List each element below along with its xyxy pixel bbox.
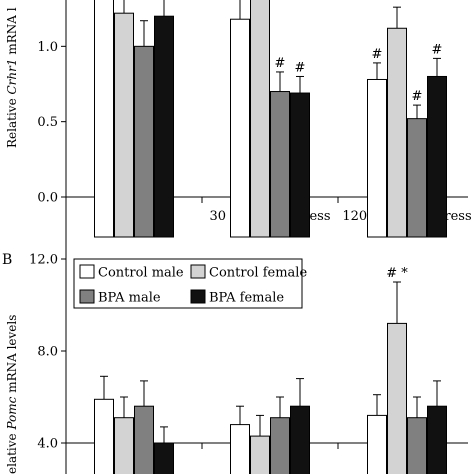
panel-a-y-tick-label-2: 1.0 — [37, 40, 58, 55]
panel-a-bar-control-male-basal — [94, 0, 114, 238]
panel-b-y-axis-label-gene: Pomc — [5, 396, 19, 430]
panel-b-bar-bpa-female-30-min-post-stress — [290, 405, 310, 474]
panel-a-significance-mark-1: # — [295, 60, 306, 75]
panel-a-bar-control-female-basal — [114, 12, 134, 238]
panel-a-y-tick-label-1: 0.5 — [37, 115, 58, 130]
panel-b-y-tick-label-2: 12.0 — [29, 253, 58, 268]
panel-a-bar-control-female-120-min-post-stress — [387, 27, 407, 238]
panel-b-label: B — [2, 252, 12, 268]
panel-a-significance-marks: # # # * # # — [275, 0, 443, 104]
panel-b-y-tick-label-1: 8.0 — [37, 345, 58, 360]
panel-b-y-axis-label-prefix: elative — [5, 430, 19, 474]
legend-swatch-control-female — [190, 264, 206, 279]
panel-b-significance-marks: # * — [386, 266, 408, 281]
panel-a-significance-mark-5: # — [432, 42, 443, 57]
legend-swatch-control-male — [79, 264, 95, 279]
panel-a-bar-bpa-male-120-min-post-stress — [407, 118, 427, 238]
panel-a-bar-bpa-female-basal — [154, 15, 174, 238]
panel-b-bar-bpa-male-120-min-post-stress — [407, 417, 427, 474]
panel-a-bars — [94, 0, 447, 238]
legend-label-bpa-female: BPA female — [209, 291, 284, 306]
panel-a-y-tick-label-0: 0.0 — [37, 191, 58, 206]
panel-a-bar-bpa-male-30-min-post-stress — [270, 91, 290, 238]
panel-b-bars — [94, 281, 447, 474]
panel-a-y-axis-label: Relative Crhr1 mRNA l — [5, 7, 19, 148]
legend-label-control-male: Control male — [98, 266, 184, 281]
panel-a-bar-control-male-30-min-post-stress — [230, 18, 250, 238]
panel-b-y-axis-label-suffix: mRNA levels — [5, 315, 19, 397]
panel-b-legend: Control male Control female BPA male BPA fe… — [73, 258, 307, 309]
panel-a-bar-bpa-female-30-min-post-stress — [290, 92, 310, 238]
panel-b-bar-control-male-120-min-post-stress — [367, 414, 387, 474]
panel-a-y-axis-label-gene: Crhr1 — [5, 58, 19, 94]
panel-b-pomc-chart: B elative Pomc mRNA levels 4.0 8.0 12.0 # … — [2, 252, 468, 474]
panel-b-bar-control-male-basal — [94, 398, 114, 474]
legend-label-control-female: Control female — [209, 266, 307, 281]
panel-b-bar-control-female-120-min-post-stress — [387, 322, 407, 474]
panel-b-bar-bpa-female-120-min-post-stress — [427, 405, 447, 474]
panel-b-y-axis-label: elative Pomc mRNA levels — [5, 315, 19, 474]
panel-a-significance-mark-4: # — [412, 89, 423, 104]
panel-b-bar-bpa-female-basal — [154, 442, 174, 474]
panel-a-significance-mark-0: # — [275, 56, 286, 71]
panel-a-bar-control-male-120-min-post-stress — [367, 78, 387, 238]
panel-a-crhr1-chart: Relative Crhr1 mRNA l 0.00.51.0Basal30 m… — [5, 0, 472, 474]
legend-swatch-bpa-male — [79, 289, 95, 304]
panel-a-significance-mark-3: * — [394, 0, 401, 6]
panel-b-bar-control-female-basal — [114, 417, 134, 474]
panel-b-y-tick-label-0: 4.0 — [37, 437, 58, 452]
panel-a-bar-control-female-30-min-post-stress — [250, 0, 270, 238]
panel-a-y-axis-label-prefix: Relative — [5, 95, 19, 148]
panel-b-bar-control-female-30-min-post-stress — [250, 435, 270, 474]
panel-b-significance-mark-0: # * — [386, 266, 408, 281]
legend-swatch-bpa-female — [190, 289, 206, 304]
panel-a-bar-bpa-female-120-min-post-stress — [427, 75, 447, 238]
panel-a-y-axis-label-suffix: mRNA l — [5, 7, 19, 58]
panel-a-significance-mark-2: # — [372, 47, 383, 62]
panel-b-bar-control-male-30-min-post-stress — [230, 424, 250, 474]
panel-b-bar-bpa-male-30-min-post-stress — [270, 417, 290, 474]
panel-a-bar-bpa-male-basal — [134, 45, 154, 238]
legend-frame — [73, 258, 303, 309]
legend-label-bpa-male: BPA male — [98, 291, 161, 306]
panel-b-bar-bpa-male-basal — [134, 405, 154, 474]
